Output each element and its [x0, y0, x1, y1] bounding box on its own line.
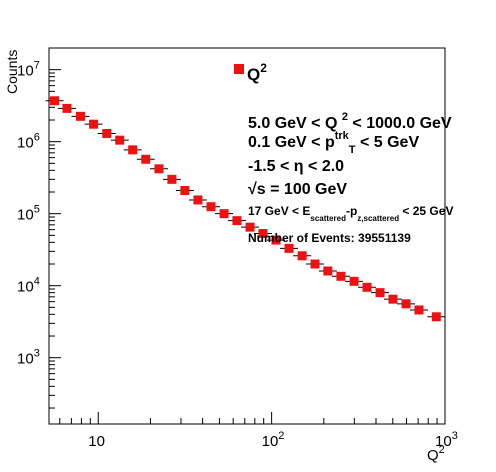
data-point: [227, 216, 246, 226]
data-point: [383, 294, 402, 304]
plot-frame: [48, 47, 446, 425]
annotation-nev: Number of Events: 39551139: [248, 231, 411, 245]
data-point: [97, 128, 116, 138]
y-tick-label: 103: [17, 348, 40, 368]
data-point: [318, 266, 337, 276]
legend-label: Q2: [247, 61, 267, 84]
data-point: [397, 299, 416, 309]
y-tick-label: 107: [17, 60, 40, 80]
data-point: [280, 243, 299, 253]
x-axis-label: Q2: [427, 444, 445, 464]
data-point: [149, 164, 168, 174]
annotation-eta: -1.5 < η < 2.0: [248, 158, 344, 175]
data-point: [241, 222, 260, 232]
data-point: [345, 276, 364, 286]
legend-marker: [234, 64, 244, 74]
data-point: [253, 229, 272, 239]
data-point: [57, 103, 76, 113]
data-point: [175, 185, 194, 195]
data-point: [123, 145, 142, 155]
data-point: [71, 111, 90, 121]
data-point: [162, 174, 181, 184]
data-point: [331, 271, 350, 281]
data-point: [188, 195, 207, 205]
data-point: [409, 305, 428, 315]
x-tick-label: 10: [88, 433, 105, 450]
data-point: [267, 235, 286, 245]
annotation-pt: 0.1 GeV < ptrkT < 5 GeV: [248, 130, 419, 156]
data-point: [110, 135, 129, 145]
annotation-epz: 17 GeV < Escattered-pz,scattered < 25 Ge…: [248, 204, 453, 223]
data-point: [306, 259, 325, 269]
x-tick-label: 102: [262, 430, 285, 450]
data-point: [45, 96, 64, 106]
x-tick-label: 103: [435, 430, 458, 450]
data-point: [293, 251, 312, 261]
data-point: [215, 209, 234, 219]
y-tick-label: 104: [17, 276, 40, 296]
annotation-sqrts: √s = 100 GeV: [248, 181, 347, 198]
data-point: [136, 154, 155, 164]
y-tick-label: 105: [17, 204, 40, 224]
y-tick-label: 106: [17, 132, 40, 152]
data-point: [427, 312, 446, 322]
data-point: [84, 119, 103, 129]
data-point: [201, 202, 220, 212]
annotation-q2: 5.0 GeV < Q 2 < 1000.0 GeV: [248, 111, 452, 132]
data-point: [358, 282, 377, 292]
y-axis-label: Counts: [4, 50, 20, 94]
data-point: [371, 288, 390, 298]
